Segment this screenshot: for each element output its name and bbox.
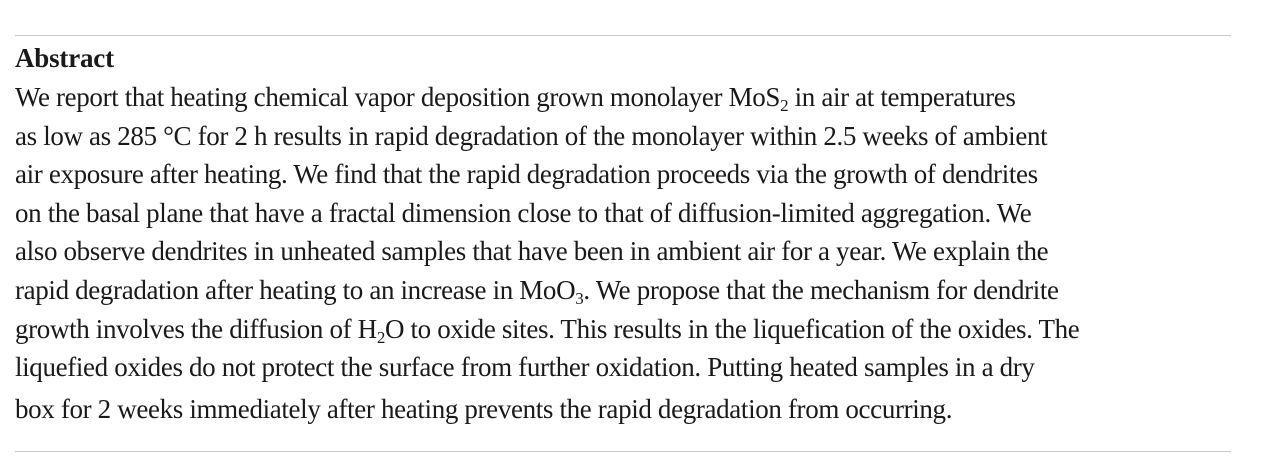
- abstract-line: box for 2 weeks immediately after heatin…: [15, 393, 953, 424]
- abstract-heading: Abstract: [15, 43, 114, 73]
- abstract-body: We report that heating chemical vapor de…: [15, 78, 1255, 428]
- top-divider: [15, 35, 1231, 36]
- abstract-line: growth involves the diffusion of H2O to …: [15, 313, 1080, 347]
- abstract-section: Abstract We report that heating chemical…: [15, 40, 1255, 428]
- abstract-line: air exposure after heating. We find that…: [15, 159, 1038, 190]
- abstract-line: as low as 285 °C for 2 h results in rapi…: [15, 120, 1048, 151]
- abstract-line: We report that heating chemical vapor de…: [15, 82, 1016, 115]
- bottom-divider: [15, 451, 1231, 452]
- abstract-line: rapid degradation after heating to an in…: [15, 274, 1059, 308]
- abstract-line: also observe dendrites in unheated sampl…: [15, 236, 1049, 267]
- abstract-line: liquefied oxides do not protect the surf…: [15, 352, 1035, 383]
- abstract-line: on the basal plane that have a fractal d…: [15, 197, 1032, 228]
